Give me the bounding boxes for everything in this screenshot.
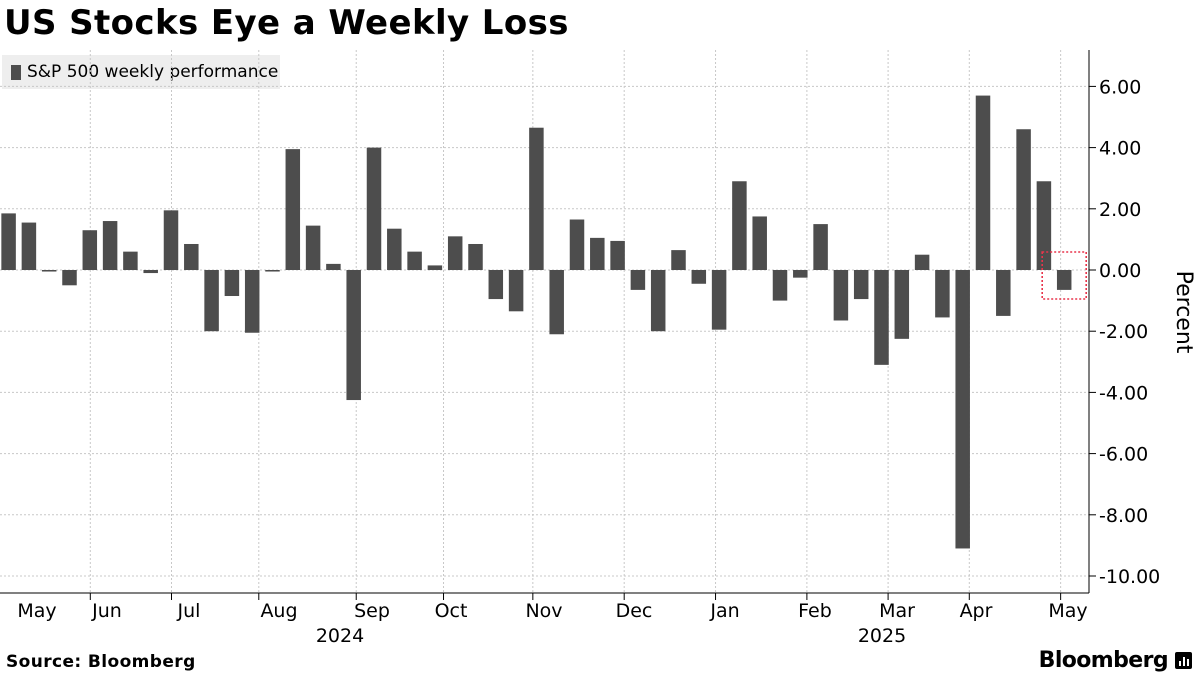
x-tick-label: Oct <box>435 600 468 622</box>
bar <box>1036 181 1052 270</box>
bar <box>204 270 219 332</box>
bar <box>874 270 889 365</box>
bar <box>285 149 301 270</box>
bar <box>793 270 808 278</box>
bar <box>975 95 991 270</box>
bar <box>732 181 747 270</box>
bar <box>772 270 788 301</box>
x-tick-label: Jul <box>177 600 201 622</box>
bar <box>346 270 361 401</box>
bar <box>21 222 37 270</box>
bar <box>468 243 483 270</box>
bar <box>244 270 260 333</box>
bar <box>123 251 138 270</box>
brand-logo: Bloomberg <box>1039 648 1192 673</box>
legend-swatch <box>11 64 21 80</box>
bar <box>671 250 686 270</box>
bar <box>184 243 199 270</box>
x-tick-label: Nov <box>525 600 562 622</box>
chart-title: US Stocks Eye a Weekly Loss <box>4 3 569 43</box>
bar <box>305 225 321 270</box>
bar <box>102 221 118 270</box>
y-tick-label: 0.00 <box>1099 260 1141 282</box>
y-tick-label: 2.00 <box>1099 199 1141 221</box>
bar <box>62 270 77 286</box>
x-tick-label: Mar <box>879 600 915 622</box>
x-tick-label: Sep <box>354 600 390 622</box>
source-note: Source: Bloomberg <box>6 652 196 672</box>
bar <box>224 270 240 297</box>
bar <box>1056 270 1072 290</box>
brand-name: Bloomberg <box>1038 648 1169 673</box>
bar <box>549 270 564 335</box>
bar <box>326 263 341 270</box>
bar <box>853 270 869 300</box>
x-tick-label: Feb <box>798 600 832 622</box>
bar <box>82 230 98 270</box>
y-tick-label: -10.00 <box>1099 566 1160 588</box>
x-tick-label: Jun <box>91 600 122 622</box>
x-tick-label: Aug <box>260 600 297 622</box>
x-tick-label: Jan <box>709 600 739 622</box>
bar <box>265 270 280 272</box>
y-tick-label: 4.00 <box>1099 138 1141 160</box>
bar <box>894 270 910 339</box>
bar <box>996 270 1011 316</box>
y-tick-label: 6.00 <box>1099 76 1141 98</box>
y-tick-label: -4.00 <box>1099 382 1148 404</box>
x-tick-label: Dec <box>616 600 653 622</box>
bar <box>41 270 57 272</box>
x-tick-label: Apr <box>960 600 993 622</box>
bar <box>508 270 524 312</box>
bar <box>711 270 727 330</box>
bar <box>955 270 970 549</box>
x-year-label: 2025 <box>858 625 906 647</box>
bar <box>610 240 625 270</box>
bar <box>813 224 828 270</box>
x-tick-label: May <box>17 600 56 622</box>
brand-chart-icon <box>1175 652 1192 669</box>
bar <box>447 236 463 270</box>
bar <box>407 251 422 270</box>
highlight-box <box>1041 251 1087 300</box>
bar <box>427 265 443 270</box>
y-axis-title: Percent <box>1171 271 1196 354</box>
bar <box>650 270 666 332</box>
bar <box>833 270 849 321</box>
bar <box>143 270 158 274</box>
bar <box>630 270 646 290</box>
bar <box>914 254 930 270</box>
legend: S&P 500 weekly performance <box>2 55 280 89</box>
x-year-label: 2024 <box>316 625 364 647</box>
x-tick-label: May <box>1048 600 1087 622</box>
bar <box>935 270 950 318</box>
y-tick-label: -6.00 <box>1099 444 1148 466</box>
bar <box>387 228 402 270</box>
bar <box>1 213 16 270</box>
bar <box>569 219 585 270</box>
y-tick-label: -2.00 <box>1099 321 1148 343</box>
bar <box>488 270 504 300</box>
bar <box>529 127 544 271</box>
bar <box>1016 129 1031 270</box>
bar <box>752 216 767 270</box>
bar <box>590 237 605 270</box>
y-tick-label: -8.00 <box>1099 505 1148 527</box>
bar <box>163 210 179 270</box>
bar <box>366 147 382 270</box>
bar <box>691 270 707 284</box>
